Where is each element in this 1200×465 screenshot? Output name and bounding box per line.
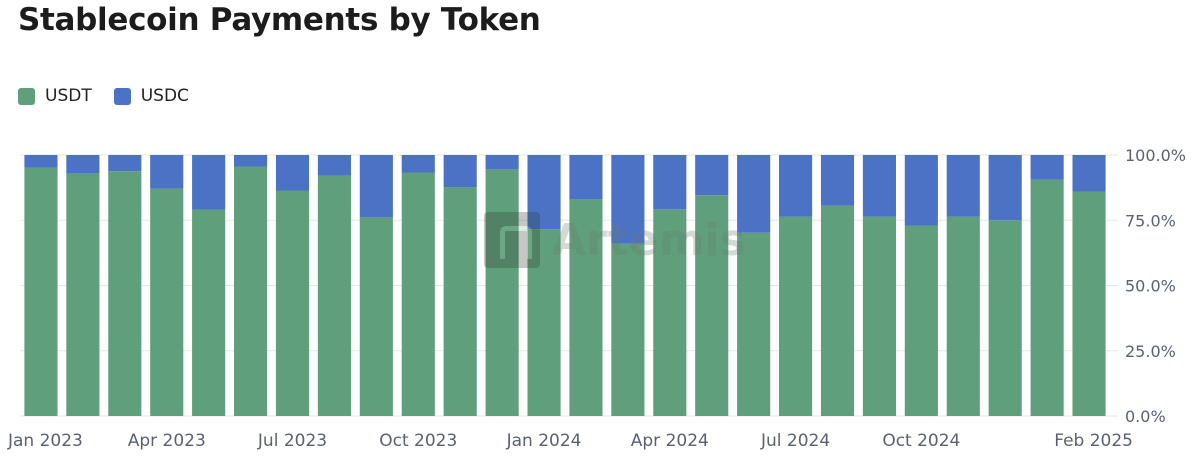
bar-usdt-jun-2024[interactable] (737, 232, 771, 416)
legend-swatch-usdt (18, 87, 35, 105)
x-tick-label: Apr 2024 (631, 431, 709, 451)
bar-usdc-feb-2025[interactable] (1072, 155, 1106, 192)
chart-title: Stablecoin Payments by Token (18, 2, 541, 38)
bar-usdc-dec-2024[interactable] (988, 155, 1022, 221)
bar-usdc-apr-2024[interactable] (653, 155, 687, 210)
bar-usdt-oct-2023[interactable] (401, 172, 435, 416)
legend-label-usdt: USDT (45, 86, 92, 106)
bar-usdc-nov-2024[interactable] (946, 155, 980, 217)
bar-usdt-nov-2023[interactable] (443, 187, 477, 416)
bar-usdc-oct-2023[interactable] (401, 155, 435, 173)
legend-label-usdc: USDC (140, 86, 189, 106)
bar-usdc-jul-2024[interactable] (779, 155, 813, 217)
bar-usdt-nov-2024[interactable] (946, 216, 980, 416)
y-tick-label: 75.0% (1125, 211, 1176, 230)
legend: USDT USDC (18, 86, 211, 106)
bar-usdt-may-2023[interactable] (192, 209, 226, 416)
bar-usdt-jul-2023[interactable] (275, 190, 310, 417)
bars (24, 155, 1106, 417)
bar-usdc-jul-2023[interactable] (275, 155, 310, 191)
bar-usdc-may-2023[interactable] (192, 155, 226, 210)
bar-usdt-feb-2025[interactable] (1072, 191, 1106, 416)
bar-usdc-apr-2023[interactable] (150, 155, 184, 189)
bar-usdc-jan-2025[interactable] (1030, 155, 1064, 180)
bar-usdc-jun-2024[interactable] (737, 155, 771, 233)
x-tick-label: Oct 2023 (379, 431, 457, 451)
y-axis-ticks: 100.0% 75.0% 50.0% 25.0% 0.0% (1125, 146, 1186, 426)
bar-usdc-feb-2023[interactable] (66, 155, 100, 174)
bar-usdt-sep-2024[interactable] (862, 216, 896, 416)
x-tick-label: Jul 2023 (257, 431, 327, 451)
bar-usdc-sep-2023[interactable] (359, 155, 393, 218)
y-tick-label: 50.0% (1125, 277, 1176, 296)
bar-usdc-may-2024[interactable] (695, 155, 729, 196)
bar-usdt-jun-2023[interactable] (234, 166, 268, 416)
bar-usdt-apr-2023[interactable] (150, 188, 184, 416)
bar-usdt-aug-2023[interactable] (317, 175, 351, 416)
x-tick-label: Jan 2023 (7, 431, 83, 451)
x-tick-label: Oct 2024 (882, 431, 960, 451)
x-tick-label: Apr 2023 (128, 431, 206, 451)
y-tick-label: 25.0% (1125, 342, 1176, 361)
bar-usdc-mar-2024[interactable] (611, 155, 645, 244)
y-tick-label: 0.0% (1125, 407, 1166, 426)
bar-usdt-apr-2024[interactable] (653, 209, 687, 416)
bar-usdt-mar-2024[interactable] (611, 243, 645, 416)
bar-usdt-aug-2024[interactable] (820, 205, 855, 416)
bar-usdc-aug-2023[interactable] (317, 155, 351, 176)
bar-usdc-oct-2024[interactable] (904, 155, 938, 226)
bar-usdc-aug-2024[interactable] (820, 155, 855, 206)
bar-usdt-dec-2023[interactable] (485, 169, 519, 416)
bar-usdt-dec-2024[interactable] (988, 220, 1022, 416)
bar-usdc-sep-2024[interactable] (862, 155, 896, 217)
legend-swatch-usdc (113, 87, 131, 105)
bar-usdc-jun-2023[interactable] (234, 155, 268, 167)
bar-usdt-jan-2023[interactable] (24, 167, 58, 416)
legend-item-usdc[interactable]: USDC (113, 86, 189, 106)
bar-usdc-dec-2023[interactable] (485, 155, 519, 170)
bar-usdc-mar-2023[interactable] (108, 155, 142, 172)
bar-usdt-oct-2024[interactable] (904, 225, 938, 416)
x-tick-label: Jan 2024 (506, 431, 582, 451)
bar-usdt-feb-2024[interactable] (569, 199, 603, 416)
bar-usdt-feb-2023[interactable] (66, 173, 100, 416)
bar-usdc-nov-2023[interactable] (443, 155, 477, 188)
bar-usdt-may-2024[interactable] (695, 195, 729, 416)
bar-usdt-jan-2025[interactable] (1030, 179, 1064, 416)
legend-item-usdt[interactable]: USDT (18, 86, 92, 106)
bar-usdt-sep-2023[interactable] (359, 217, 393, 416)
bar-usdc-feb-2024[interactable] (569, 155, 603, 200)
bar-usdc-jan-2024[interactable] (527, 155, 561, 230)
bar-usdt-jul-2024[interactable] (779, 216, 813, 416)
bar-usdc-jan-2023[interactable] (24, 155, 58, 168)
y-tick-label: 100.0% (1125, 146, 1186, 165)
x-tick-label: Feb 2025 (1054, 431, 1133, 451)
x-tick-label: Jul 2024 (760, 431, 830, 451)
bar-usdt-jan-2024[interactable] (527, 229, 561, 416)
bar-usdt-mar-2023[interactable] (108, 171, 142, 416)
x-axis-ticks: Jan 2023 Apr 2023 Jul 2023 Oct 2023 Jan 2024… (7, 431, 1133, 451)
